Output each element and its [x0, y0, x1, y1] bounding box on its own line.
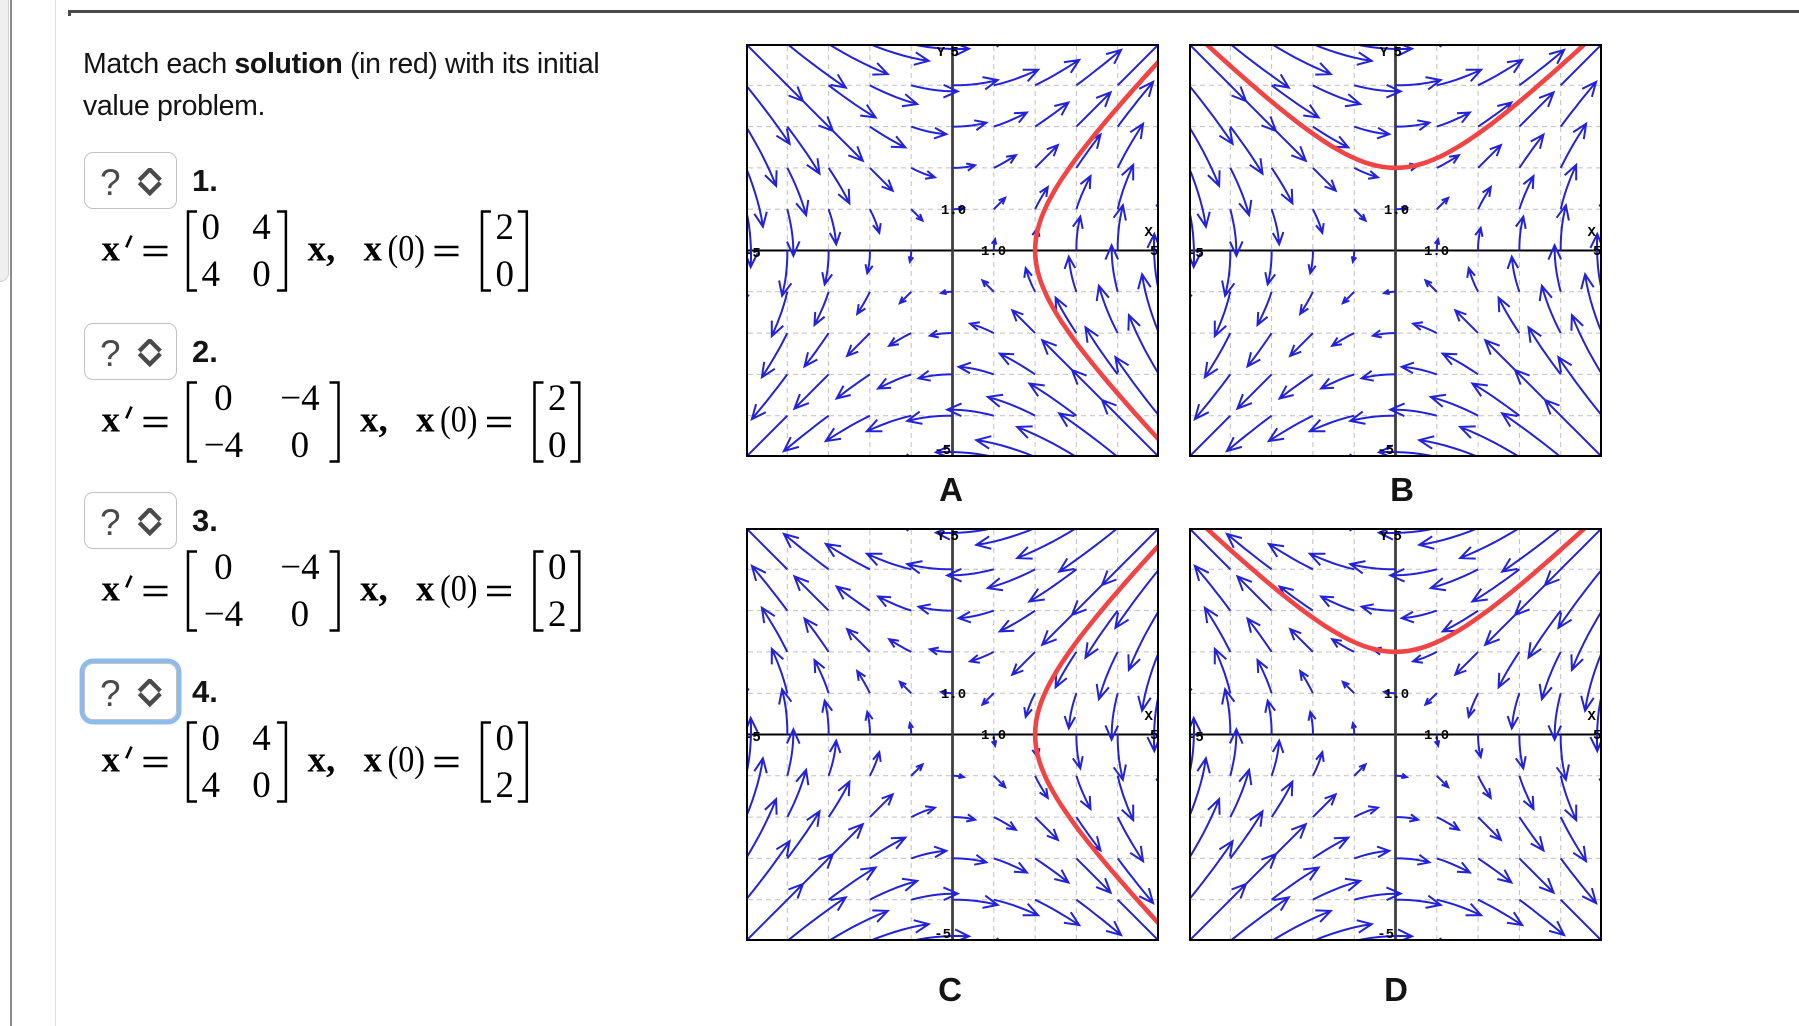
svg-text:0: 0 [202, 718, 221, 759]
svg-text:1.0: 1.0 [1424, 244, 1449, 260]
svg-text:x: x [416, 569, 435, 610]
svg-text:0: 0 [252, 254, 271, 295]
svg-text:0: 0 [214, 378, 233, 419]
svg-text:−4: −4 [204, 425, 243, 466]
svg-text:(0): (0) [388, 229, 426, 270]
svg-text:x: x [364, 229, 383, 270]
svg-text:X: X [1588, 709, 1597, 725]
svg-text:1.0: 1.0 [1384, 687, 1409, 703]
svg-text:X: X [1145, 709, 1154, 725]
svg-text:x,: x, [360, 399, 388, 440]
svg-text:X: X [1588, 225, 1597, 241]
svg-text:-5: -5 [934, 927, 951, 941]
svg-text:0: 0 [496, 718, 515, 759]
svg-text:5: 5 [1394, 529, 1402, 545]
svg-text:x,: x, [360, 569, 388, 610]
svg-text:5: 5 [1150, 728, 1158, 744]
svg-text:x: x [416, 399, 435, 440]
svg-text:−4: −4 [280, 378, 319, 419]
svg-text:1.0: 1.0 [1384, 203, 1409, 219]
svg-text:0: 0 [202, 207, 221, 248]
svg-text:x,: x, [308, 229, 336, 270]
svg-text:2: 2 [496, 765, 515, 806]
svg-text:x: x [102, 399, 121, 440]
svg-text:2: 2 [548, 378, 567, 419]
svg-text:-5: -5 [1377, 443, 1394, 457]
svg-text:4: 4 [252, 718, 271, 759]
svg-text:4: 4 [202, 254, 221, 295]
svg-text:Y: Y [937, 45, 946, 61]
svg-text:x: x [364, 739, 383, 780]
svg-text:Y: Y [937, 529, 946, 545]
svg-text:2: 2 [548, 594, 567, 635]
svg-text:x: x [102, 739, 121, 780]
svg-text:0: 0 [548, 425, 567, 466]
svg-text:(0): (0) [440, 569, 478, 610]
svg-text:x,: x, [308, 739, 336, 780]
svg-text:-5: -5 [1189, 246, 1204, 262]
svg-text:0: 0 [548, 548, 567, 589]
svg-text:0: 0 [496, 254, 515, 295]
svg-text:5: 5 [951, 529, 959, 545]
svg-text:x: x [102, 229, 121, 270]
svg-text:5: 5 [1593, 244, 1601, 260]
svg-text:-5: -5 [746, 246, 761, 262]
svg-text:5: 5 [951, 45, 959, 61]
svg-text:Y: Y [1380, 45, 1389, 61]
svg-text:4: 4 [252, 207, 271, 248]
svg-text:1.0: 1.0 [981, 728, 1006, 744]
svg-text:1.0: 1.0 [941, 203, 966, 219]
svg-text:0: 0 [291, 425, 310, 466]
svg-text:5: 5 [1394, 45, 1402, 61]
svg-text:-5: -5 [1189, 730, 1204, 746]
svg-text:4: 4 [202, 765, 221, 806]
svg-text:1.0: 1.0 [941, 687, 966, 703]
svg-text:0: 0 [291, 594, 310, 635]
svg-text:X: X [1145, 225, 1154, 241]
svg-text:-5: -5 [1377, 927, 1394, 941]
svg-text:0: 0 [214, 548, 233, 589]
svg-text:2: 2 [496, 207, 515, 248]
svg-text:(0): (0) [388, 739, 426, 780]
svg-text:5: 5 [1150, 244, 1158, 260]
svg-text:5: 5 [1593, 728, 1601, 744]
svg-text:(0): (0) [440, 399, 478, 440]
svg-text:Y: Y [1380, 529, 1389, 545]
svg-text:0: 0 [252, 765, 271, 806]
svg-text:1.0: 1.0 [981, 244, 1006, 260]
svg-text:x: x [102, 569, 121, 610]
svg-text:-5: -5 [934, 443, 951, 457]
svg-text:-5: -5 [746, 730, 761, 746]
svg-text:−4: −4 [280, 548, 319, 589]
svg-text:−4: −4 [204, 594, 243, 635]
svg-text:1.0: 1.0 [1424, 728, 1449, 744]
